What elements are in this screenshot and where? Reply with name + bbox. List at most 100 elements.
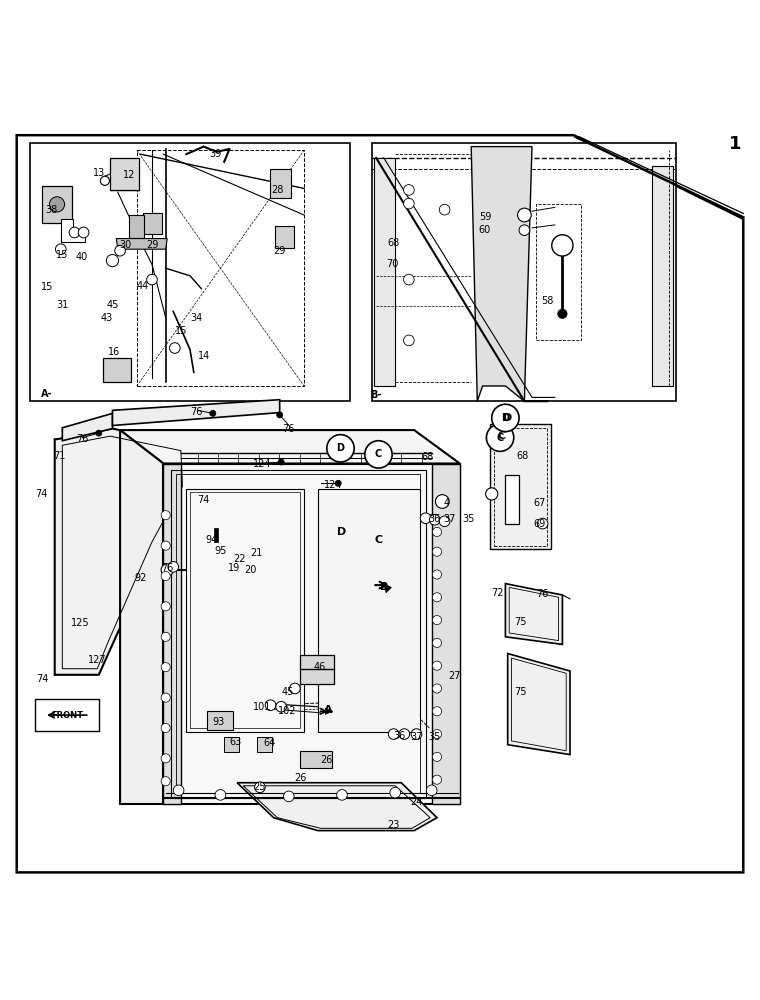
Text: 14: 14 xyxy=(198,351,210,361)
Circle shape xyxy=(237,550,246,559)
Circle shape xyxy=(106,255,119,267)
Bar xyxy=(490,424,551,549)
Text: 44: 44 xyxy=(137,281,149,291)
Circle shape xyxy=(290,683,300,694)
Text: 71: 71 xyxy=(53,451,65,461)
Circle shape xyxy=(96,430,102,436)
Text: B-: B- xyxy=(370,390,381,400)
Polygon shape xyxy=(17,135,743,872)
Circle shape xyxy=(327,435,354,462)
Bar xyxy=(207,711,233,730)
Circle shape xyxy=(215,546,226,557)
Text: FRONT: FRONT xyxy=(51,711,83,720)
Text: 28: 28 xyxy=(271,185,283,195)
Polygon shape xyxy=(120,430,460,464)
Circle shape xyxy=(432,661,442,670)
Circle shape xyxy=(161,693,170,702)
Circle shape xyxy=(78,227,89,238)
Text: 40: 40 xyxy=(76,252,88,262)
Text: D: D xyxy=(337,443,344,453)
Polygon shape xyxy=(120,430,163,804)
Text: 35: 35 xyxy=(429,732,441,742)
Bar xyxy=(42,186,72,223)
Circle shape xyxy=(365,441,392,468)
Text: 76: 76 xyxy=(190,407,202,417)
Circle shape xyxy=(283,791,294,802)
Circle shape xyxy=(432,684,442,693)
Bar xyxy=(214,528,218,542)
Text: 72: 72 xyxy=(492,588,504,598)
Circle shape xyxy=(161,511,170,520)
FancyBboxPatch shape xyxy=(35,699,99,731)
Text: 26: 26 xyxy=(321,755,333,765)
Bar xyxy=(505,475,519,524)
Circle shape xyxy=(161,754,170,763)
Polygon shape xyxy=(61,219,85,242)
Polygon shape xyxy=(55,429,192,675)
Circle shape xyxy=(432,752,442,761)
Circle shape xyxy=(558,309,567,318)
Text: 35: 35 xyxy=(462,514,474,524)
Polygon shape xyxy=(163,464,460,804)
Text: 31: 31 xyxy=(56,300,68,310)
Text: 16: 16 xyxy=(108,347,120,357)
Text: 127: 127 xyxy=(88,655,106,665)
Bar xyxy=(257,737,272,752)
Text: 46: 46 xyxy=(313,662,325,672)
Circle shape xyxy=(420,513,431,524)
Bar xyxy=(110,158,139,190)
Text: 19: 19 xyxy=(228,563,240,573)
Text: 95: 95 xyxy=(214,546,226,556)
Circle shape xyxy=(256,552,265,561)
Circle shape xyxy=(439,516,450,527)
Text: 13: 13 xyxy=(93,168,105,178)
Text: 93: 93 xyxy=(213,717,225,727)
Circle shape xyxy=(265,700,276,711)
Circle shape xyxy=(435,495,449,508)
Text: 36: 36 xyxy=(429,514,441,524)
Circle shape xyxy=(100,176,109,185)
Bar xyxy=(224,737,239,752)
Text: 29: 29 xyxy=(146,240,158,250)
Text: 1: 1 xyxy=(730,135,742,153)
Circle shape xyxy=(161,541,170,550)
Text: 29: 29 xyxy=(274,246,286,256)
Bar xyxy=(186,489,304,732)
Text: 63: 63 xyxy=(230,737,242,747)
Text: 24: 24 xyxy=(410,797,423,807)
Circle shape xyxy=(255,782,265,793)
Circle shape xyxy=(147,274,157,285)
Circle shape xyxy=(211,539,220,548)
Text: 26: 26 xyxy=(294,773,306,783)
Circle shape xyxy=(399,729,410,739)
Text: A: A xyxy=(324,705,333,715)
Text: C: C xyxy=(375,449,382,459)
Circle shape xyxy=(161,632,170,641)
Circle shape xyxy=(276,701,287,712)
Text: C: C xyxy=(375,535,382,545)
Text: B: B xyxy=(380,582,389,592)
Polygon shape xyxy=(237,783,437,831)
Text: 20: 20 xyxy=(245,565,257,575)
Circle shape xyxy=(278,459,284,465)
Circle shape xyxy=(69,227,80,238)
Text: 45: 45 xyxy=(281,687,293,697)
Bar xyxy=(300,751,332,768)
Text: 21: 21 xyxy=(251,548,263,558)
Circle shape xyxy=(161,777,170,786)
Text: 37: 37 xyxy=(443,514,455,524)
Bar xyxy=(143,213,162,234)
Text: 70: 70 xyxy=(386,259,398,269)
Text: 45: 45 xyxy=(106,300,119,310)
Circle shape xyxy=(49,197,65,212)
Text: D: D xyxy=(337,527,347,537)
Polygon shape xyxy=(432,464,460,804)
Text: 76: 76 xyxy=(537,589,549,599)
Bar xyxy=(270,169,291,198)
Bar xyxy=(103,358,131,382)
Text: D: D xyxy=(503,413,512,423)
Circle shape xyxy=(250,549,259,558)
Text: C: C xyxy=(498,431,505,441)
Circle shape xyxy=(432,616,442,625)
Bar xyxy=(30,143,350,401)
